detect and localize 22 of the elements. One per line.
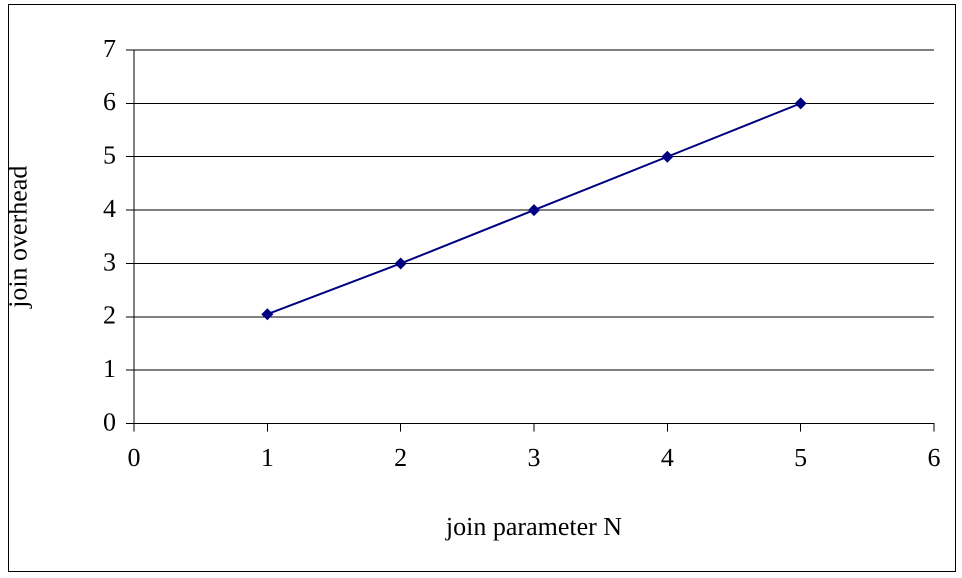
y-tick-label: 0 — [103, 407, 116, 436]
y-tick-label: 3 — [103, 247, 116, 276]
point — [394, 257, 407, 270]
x-axis-title: join parameter N — [444, 512, 622, 542]
point — [794, 97, 807, 110]
point — [261, 308, 274, 320]
y-axis-title: join overhead — [3, 166, 32, 309]
point — [661, 150, 674, 163]
y-tick-label: 1 — [103, 354, 116, 384]
point — [528, 204, 540, 216]
x-tick-label: 5 — [794, 443, 808, 472]
x-tick-label: 0 — [128, 443, 140, 472]
y-tick-label: 4 — [103, 194, 116, 223]
y-tick-label: 5 — [103, 140, 116, 170]
x-tick-label: 4 — [660, 443, 674, 472]
x-tick-label: 2 — [394, 443, 408, 472]
x-tick-label: 1 — [260, 443, 274, 472]
x-tick-label: 6 — [928, 443, 940, 472]
y-tick-label: 2 — [103, 300, 116, 330]
y-tick-label: 7 — [103, 34, 116, 63]
y-tick-label: 6 — [103, 87, 116, 116]
x-tick-label: 3 — [528, 443, 540, 472]
